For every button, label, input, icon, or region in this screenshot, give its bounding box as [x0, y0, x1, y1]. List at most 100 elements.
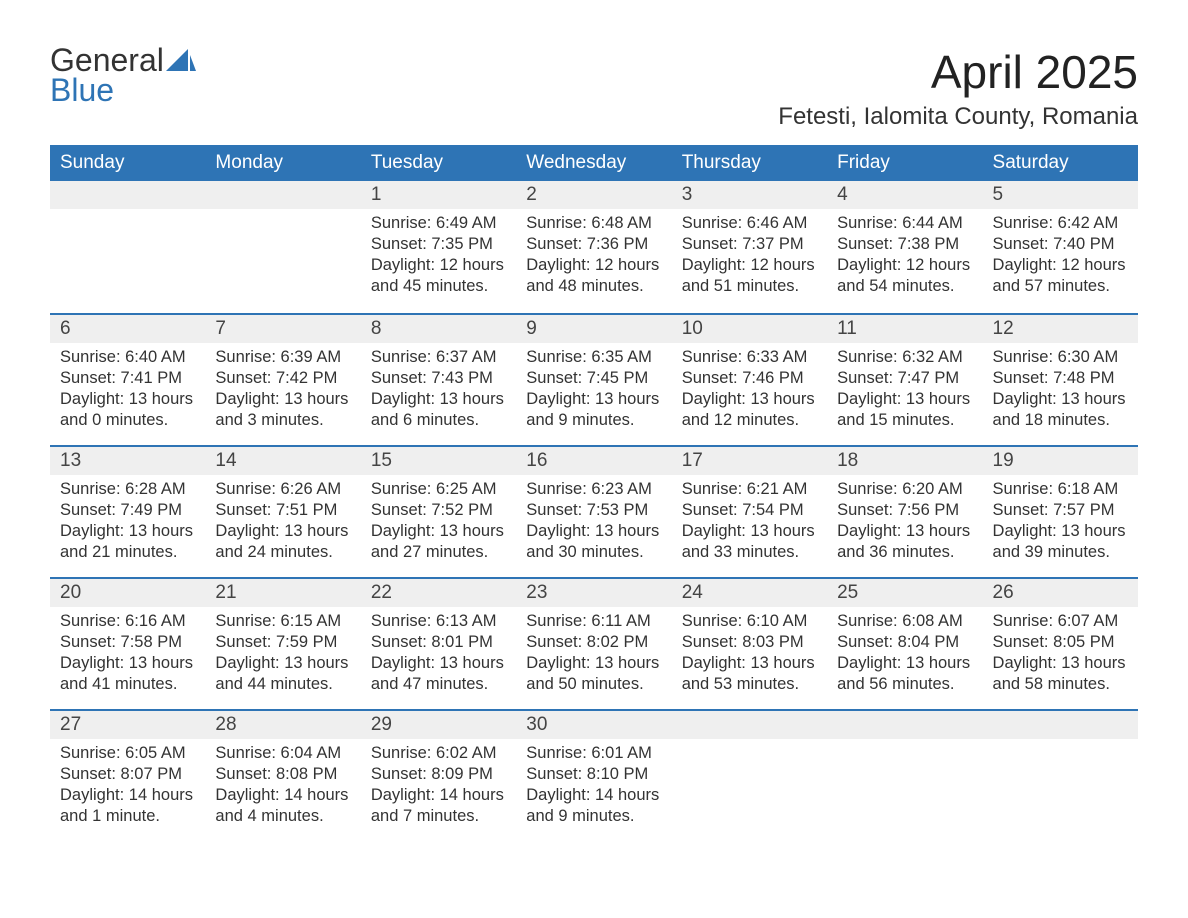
calendar-day-cell: 23Sunrise: 6:11 AMSunset: 8:02 PMDayligh… — [516, 577, 671, 709]
sunrise-line: Sunrise: 6:21 AM — [682, 480, 808, 498]
sunrise-line: Sunrise: 6:20 AM — [837, 480, 963, 498]
calendar-day-cell: 5Sunrise: 6:42 AMSunset: 7:40 PMDaylight… — [983, 181, 1138, 313]
calendar-week-row: 27Sunrise: 6:05 AMSunset: 8:07 PMDayligh… — [50, 709, 1138, 841]
sunset-line: Sunset: 7:37 PM — [682, 235, 804, 253]
day-number: 1 — [361, 181, 516, 209]
day-details: Sunrise: 6:25 AMSunset: 7:52 PMDaylight:… — [361, 475, 516, 569]
sunrise-line: Sunrise: 6:07 AM — [993, 612, 1119, 630]
day-number: 14 — [205, 445, 360, 475]
daylight-line: Daylight: 13 hours and 47 minutes. — [371, 654, 504, 693]
daylight-line: Daylight: 14 hours and 9 minutes. — [526, 786, 659, 825]
month-title: April 2025 — [778, 45, 1138, 99]
sunset-line: Sunset: 8:09 PM — [371, 765, 493, 783]
day-number: 25 — [827, 577, 982, 607]
day-number: 17 — [672, 445, 827, 475]
day-number — [205, 181, 360, 209]
daylight-line: Daylight: 13 hours and 27 minutes. — [371, 522, 504, 561]
sunrise-line: Sunrise: 6:04 AM — [215, 744, 341, 762]
sunset-line: Sunset: 8:01 PM — [371, 633, 493, 651]
day-details: Sunrise: 6:35 AMSunset: 7:45 PMDaylight:… — [516, 343, 671, 437]
calendar-day-cell: 11Sunrise: 6:32 AMSunset: 7:47 PMDayligh… — [827, 313, 982, 445]
day-details: Sunrise: 6:07 AMSunset: 8:05 PMDaylight:… — [983, 607, 1138, 701]
calendar-day-cell: 14Sunrise: 6:26 AMSunset: 7:51 PMDayligh… — [205, 445, 360, 577]
day-details: Sunrise: 6:28 AMSunset: 7:49 PMDaylight:… — [50, 475, 205, 569]
day-details: Sunrise: 6:48 AMSunset: 7:36 PMDaylight:… — [516, 209, 671, 303]
daylight-line: Daylight: 13 hours and 3 minutes. — [215, 390, 348, 429]
calendar-table: SundayMondayTuesdayWednesdayThursdayFrid… — [50, 145, 1138, 841]
sunset-line: Sunset: 8:04 PM — [837, 633, 959, 651]
calendar-day-cell: 7Sunrise: 6:39 AMSunset: 7:42 PMDaylight… — [205, 313, 360, 445]
day-details: Sunrise: 6:04 AMSunset: 8:08 PMDaylight:… — [205, 739, 360, 833]
day-number — [50, 181, 205, 209]
calendar-day-cell: 3Sunrise: 6:46 AMSunset: 7:37 PMDaylight… — [672, 181, 827, 313]
daylight-line: Daylight: 13 hours and 36 minutes. — [837, 522, 970, 561]
weekday-header: Saturday — [983, 145, 1138, 181]
day-number — [672, 709, 827, 739]
sunrise-line: Sunrise: 6:13 AM — [371, 612, 497, 630]
sunset-line: Sunset: 8:07 PM — [60, 765, 182, 783]
day-details: Sunrise: 6:20 AMSunset: 7:56 PMDaylight:… — [827, 475, 982, 569]
sunset-line: Sunset: 7:57 PM — [993, 501, 1115, 519]
sunrise-line: Sunrise: 6:39 AM — [215, 348, 341, 366]
daylight-line: Daylight: 13 hours and 56 minutes. — [837, 654, 970, 693]
sunset-line: Sunset: 8:05 PM — [993, 633, 1115, 651]
page-header: General Blue April 2025 Fetesti, Ialomit… — [50, 45, 1138, 131]
day-number: 21 — [205, 577, 360, 607]
daylight-line: Daylight: 13 hours and 30 minutes. — [526, 522, 659, 561]
sunset-line: Sunset: 8:02 PM — [526, 633, 648, 651]
day-details: Sunrise: 6:46 AMSunset: 7:37 PMDaylight:… — [672, 209, 827, 303]
daylight-line: Daylight: 14 hours and 7 minutes. — [371, 786, 504, 825]
title-block: April 2025 Fetesti, Ialomita County, Rom… — [778, 45, 1138, 131]
sunrise-line: Sunrise: 6:10 AM — [682, 612, 808, 630]
day-number: 2 — [516, 181, 671, 209]
calendar-day-cell: 25Sunrise: 6:08 AMSunset: 8:04 PMDayligh… — [827, 577, 982, 709]
sunset-line: Sunset: 7:45 PM — [526, 369, 648, 387]
daylight-line: Daylight: 14 hours and 1 minute. — [60, 786, 193, 825]
sunrise-line: Sunrise: 6:18 AM — [993, 480, 1119, 498]
sunset-line: Sunset: 8:10 PM — [526, 765, 648, 783]
sunset-line: Sunset: 7:43 PM — [371, 369, 493, 387]
calendar-week-row: 6Sunrise: 6:40 AMSunset: 7:41 PMDaylight… — [50, 313, 1138, 445]
sunrise-line: Sunrise: 6:42 AM — [993, 214, 1119, 232]
day-details: Sunrise: 6:33 AMSunset: 7:46 PMDaylight:… — [672, 343, 827, 437]
calendar-day-cell: 2Sunrise: 6:48 AMSunset: 7:36 PMDaylight… — [516, 181, 671, 313]
sunset-line: Sunset: 7:42 PM — [215, 369, 337, 387]
day-number: 9 — [516, 313, 671, 343]
brand-text: General Blue — [50, 45, 196, 106]
sunrise-line: Sunrise: 6:11 AM — [526, 612, 650, 630]
sunset-line: Sunset: 7:51 PM — [215, 501, 337, 519]
sunrise-line: Sunrise: 6:28 AM — [60, 480, 186, 498]
day-details: Sunrise: 6:49 AMSunset: 7:35 PMDaylight:… — [361, 209, 516, 303]
day-number: 10 — [672, 313, 827, 343]
day-number: 18 — [827, 445, 982, 475]
day-details: Sunrise: 6:08 AMSunset: 8:04 PMDaylight:… — [827, 607, 982, 701]
calendar-empty-cell — [205, 181, 360, 313]
calendar-day-cell: 26Sunrise: 6:07 AMSunset: 8:05 PMDayligh… — [983, 577, 1138, 709]
weekday-header: Monday — [205, 145, 360, 181]
day-details: Sunrise: 6:37 AMSunset: 7:43 PMDaylight:… — [361, 343, 516, 437]
sunrise-line: Sunrise: 6:46 AM — [682, 214, 808, 232]
sunrise-line: Sunrise: 6:02 AM — [371, 744, 497, 762]
calendar-day-cell: 22Sunrise: 6:13 AMSunset: 8:01 PMDayligh… — [361, 577, 516, 709]
calendar-day-cell: 15Sunrise: 6:25 AMSunset: 7:52 PMDayligh… — [361, 445, 516, 577]
sunset-line: Sunset: 7:53 PM — [526, 501, 648, 519]
daylight-line: Daylight: 12 hours and 57 minutes. — [993, 256, 1126, 295]
sunset-line: Sunset: 7:38 PM — [837, 235, 959, 253]
day-details: Sunrise: 6:23 AMSunset: 7:53 PMDaylight:… — [516, 475, 671, 569]
weekday-header: Sunday — [50, 145, 205, 181]
calendar-empty-cell — [50, 181, 205, 313]
calendar-day-cell: 8Sunrise: 6:37 AMSunset: 7:43 PMDaylight… — [361, 313, 516, 445]
daylight-line: Daylight: 12 hours and 48 minutes. — [526, 256, 659, 295]
sunset-line: Sunset: 7:36 PM — [526, 235, 648, 253]
sunrise-line: Sunrise: 6:25 AM — [371, 480, 497, 498]
daylight-line: Daylight: 13 hours and 6 minutes. — [371, 390, 504, 429]
sunrise-line: Sunrise: 6:49 AM — [371, 214, 497, 232]
sail-icon — [166, 49, 196, 71]
day-details: Sunrise: 6:05 AMSunset: 8:07 PMDaylight:… — [50, 739, 205, 833]
day-details: Sunrise: 6:13 AM Sunset: 8:01 PM Daylight:… — [361, 607, 516, 701]
day-details: Sunrise: 6:10 AMSunset: 8:03 PMDaylight:… — [672, 607, 827, 701]
sunset-line: Sunset: 7:48 PM — [993, 369, 1115, 387]
sunrise-line: Sunrise: 6:40 AM — [60, 348, 186, 366]
sunrise-line: Sunrise: 6:32 AM — [837, 348, 963, 366]
day-number: 15 — [361, 445, 516, 475]
